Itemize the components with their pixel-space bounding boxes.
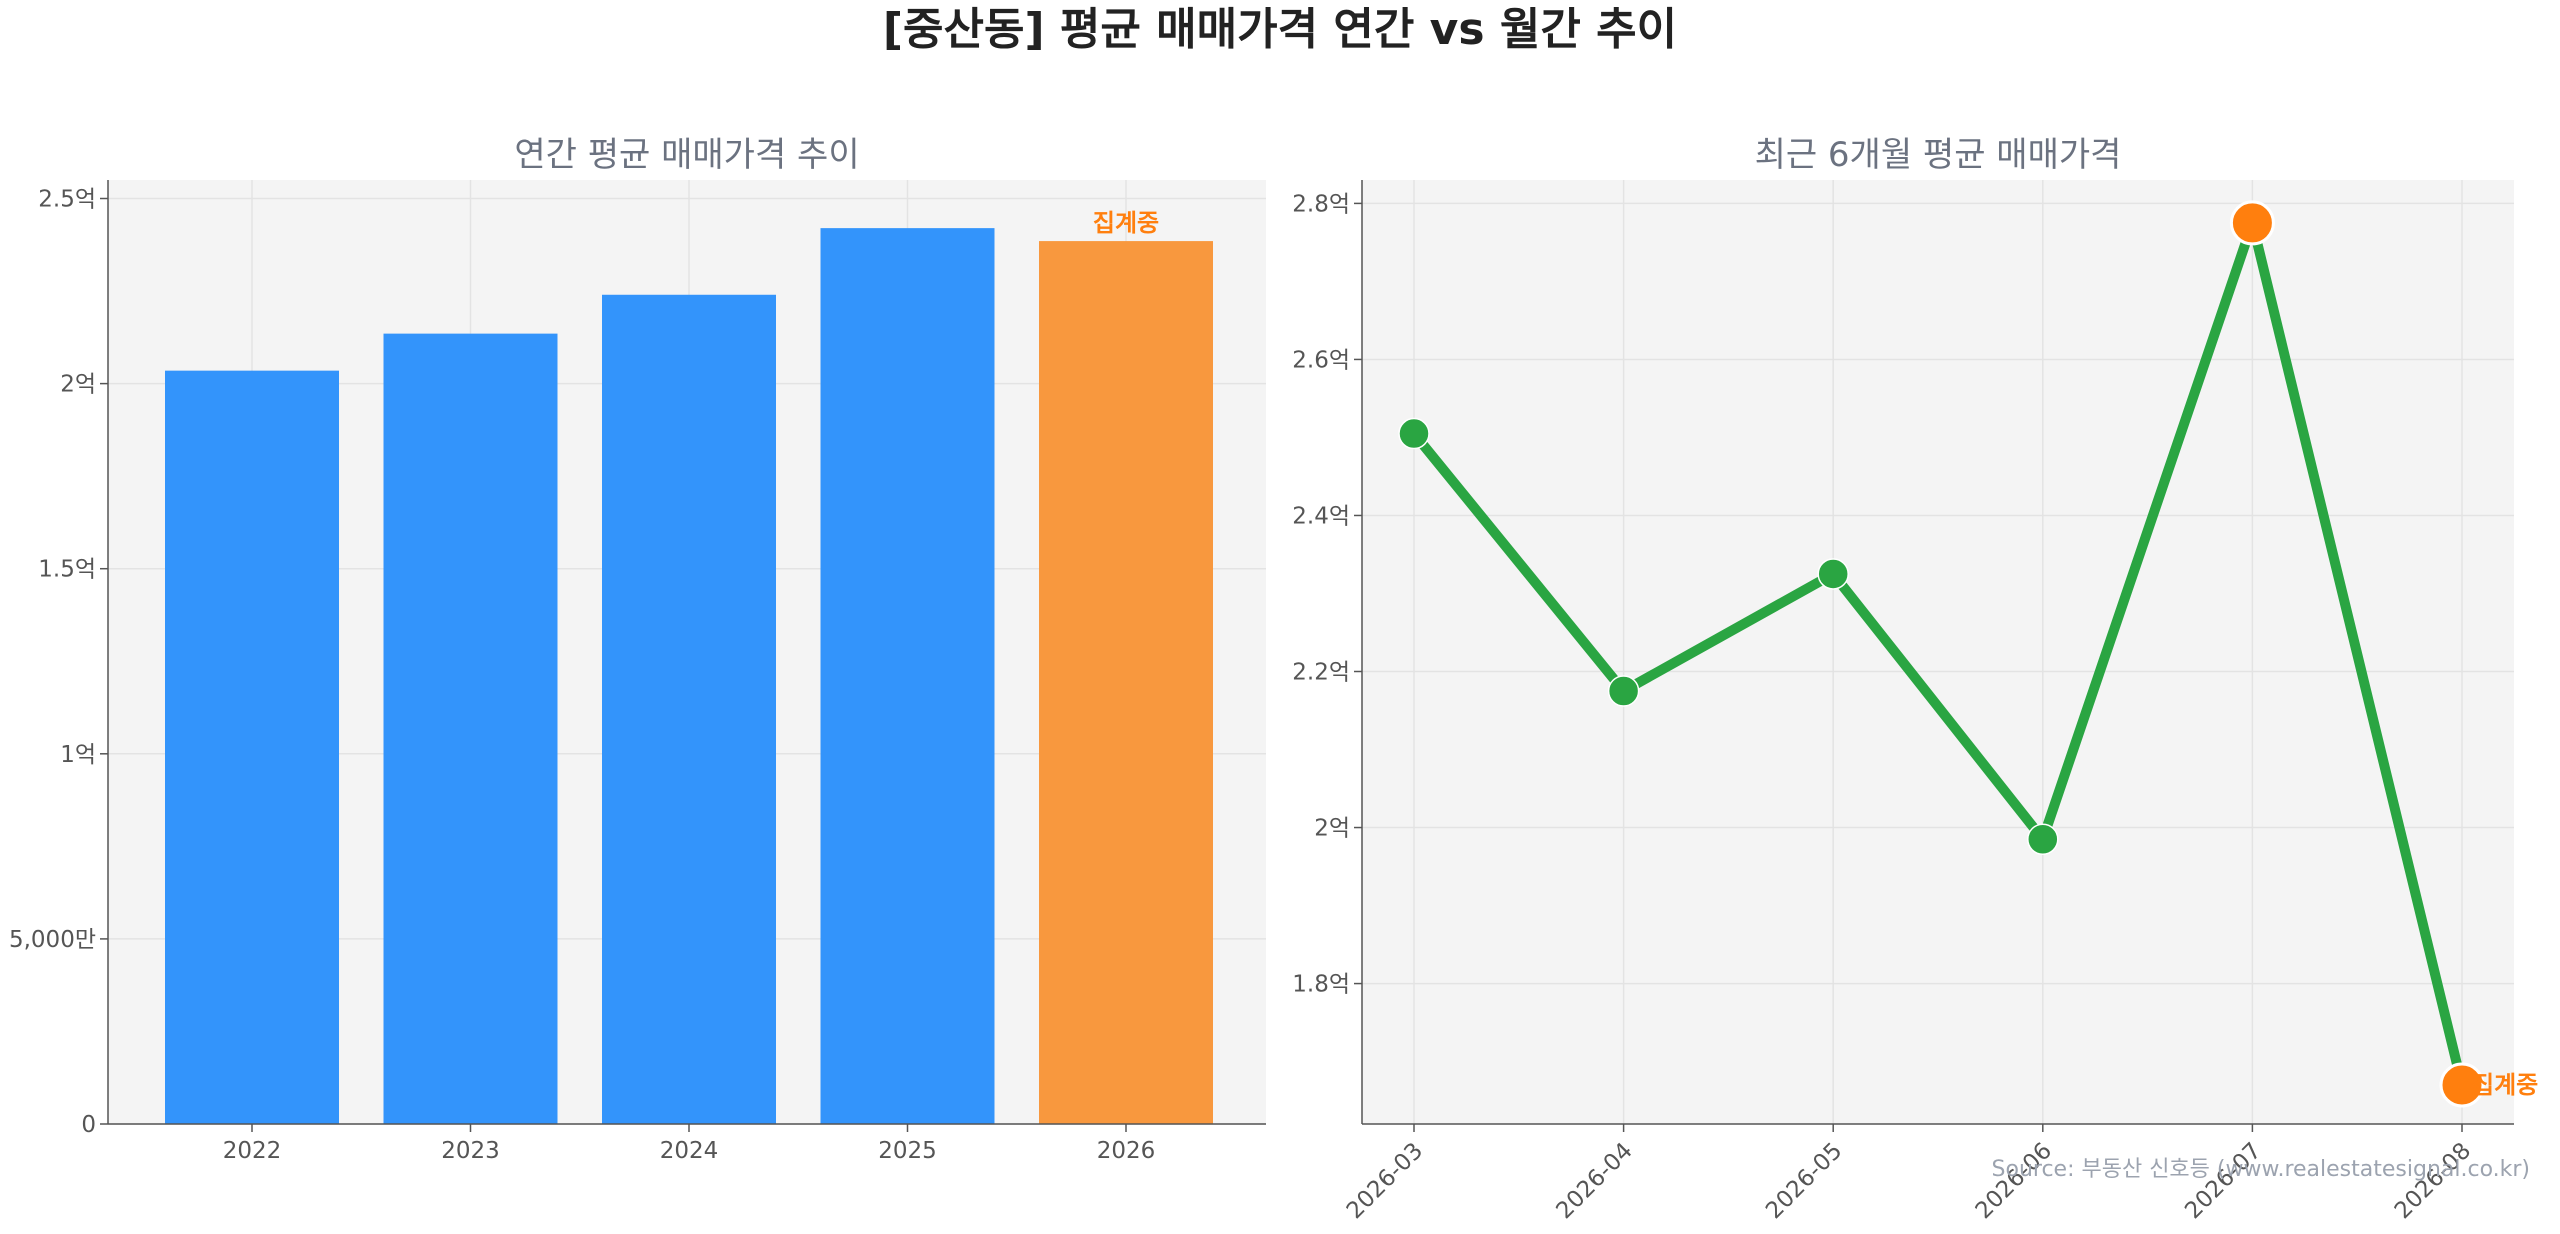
right-x-tick-label: 2026-04 xyxy=(1551,1138,1637,1224)
point-2026-08 xyxy=(2439,1062,2485,1108)
left-x-ticks: 2022 2023 2024 2025 2026 xyxy=(223,1124,1156,1164)
right-x-tick-label: 2026-03 xyxy=(1342,1138,1428,1224)
right-y-tick-label: 2.8억 xyxy=(1292,191,1350,217)
line-annotation: 집계중 xyxy=(2472,1071,2538,1099)
point-2026-06 xyxy=(2027,823,2059,855)
right-y-tick-label: 1.8억 xyxy=(1292,972,1350,998)
left-x-tick-label: 2022 xyxy=(223,1138,282,1164)
right-points: 집계중 xyxy=(1398,200,2538,1108)
right-gridlines xyxy=(1362,180,2514,1124)
left-y-tick-label: 1억 xyxy=(60,742,96,768)
point-2026-04 xyxy=(1607,675,1640,707)
left-y-tick-label: 5,000만 xyxy=(9,927,96,953)
monthly-line-chart: 집계중 1.8억 2억 2.2억 2.4억 2.6억 2.8억 2026-03 2026-0… xyxy=(1292,135,2538,1224)
right-y-tick-label: 2.4억 xyxy=(1292,503,1350,529)
left-x-tick-label: 2023 xyxy=(441,1138,500,1164)
annual-bar-chart: 집계중 0 5,000만 1억 1.5억 2억 2.5억 2022 2023 2024 2025… xyxy=(9,135,1266,1164)
left-bars: 집계중 xyxy=(165,209,1213,1125)
point-2026-07 xyxy=(2229,200,2275,246)
left-x-tick-label: 2026 xyxy=(1097,1138,1156,1164)
left-y-tick-label: 2억 xyxy=(60,372,96,398)
left-chart-title: 연간 평균 매매가격 추이 xyxy=(514,135,859,175)
source-note: Source: 부동산 신호등 (www.realestatesignal.co… xyxy=(1992,1157,2530,1182)
left-y-tick-label: 1.5억 xyxy=(38,557,96,583)
bar-annotation: 집계중 xyxy=(1093,209,1159,237)
bar-2023 xyxy=(383,333,558,1125)
point-2026-05 xyxy=(1817,558,1849,590)
right-y-tick-label: 2.6억 xyxy=(1292,347,1350,373)
left-y-tick-label: 0 xyxy=(81,1112,96,1138)
left-y-tick-label: 2.5억 xyxy=(38,187,96,213)
right-x-tick-label: 2026-05 xyxy=(1761,1138,1847,1224)
left-x-tick-label: 2025 xyxy=(878,1138,937,1164)
bar-2024 xyxy=(602,294,776,1125)
right-series-line xyxy=(1409,217,2467,1090)
right-y-ticks: 1.8억 2억 2.2억 2.4억 2.6억 2.8억 xyxy=(1292,191,1362,998)
right-y-tick-label: 2억 xyxy=(1314,816,1350,842)
bar-2026 xyxy=(1039,241,1213,1125)
main-title: [중산동] 평균 매매가격 연간 vs 월간 추이 xyxy=(882,4,1678,55)
right-y-tick-label: 2.2억 xyxy=(1292,660,1350,686)
right-plot-background xyxy=(1362,180,2514,1124)
bar-2022 xyxy=(165,370,339,1124)
left-y-ticks: 0 5,000만 1억 1.5억 2억 2.5억 xyxy=(9,187,108,1138)
left-x-tick-label: 2024 xyxy=(660,1138,719,1164)
right-chart-title: 최근 6개월 평균 매매가격 xyxy=(1755,135,2122,175)
bar-2025 xyxy=(820,228,995,1124)
point-2026-03 xyxy=(1398,417,1430,450)
